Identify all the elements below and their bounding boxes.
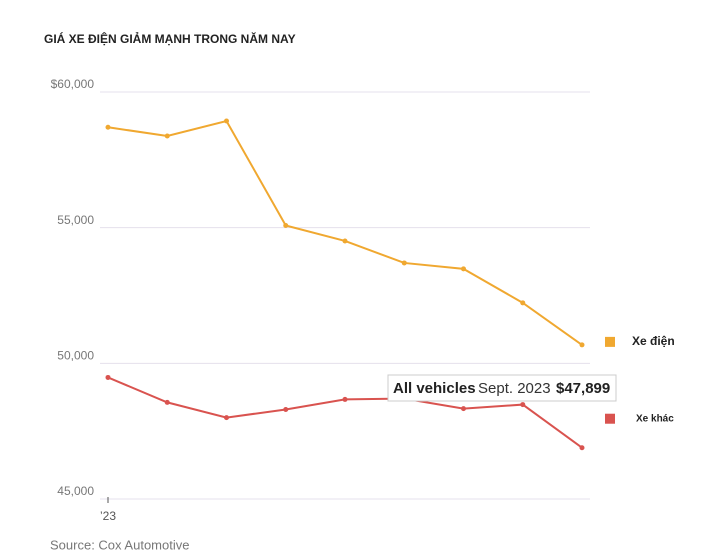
point (164, 133, 170, 139)
point (105, 124, 111, 130)
point (283, 222, 289, 228)
annotation: All vehicles Sept. 2023 $47,899 (387, 374, 617, 402)
point (342, 396, 348, 402)
point (283, 406, 289, 412)
y-tick-label: 50,000 (57, 349, 94, 363)
annotation-date: Sept. 2023 (478, 380, 551, 397)
y-tick-label: $60,000 (51, 77, 95, 91)
x-tick-label: ’23 (100, 509, 116, 523)
annotation-label: All vehicles (393, 380, 476, 397)
point (579, 342, 585, 348)
source: Source: Cox Automotive (50, 537, 189, 552)
point (105, 374, 111, 380)
point (520, 402, 526, 408)
legend-label: Xe khác (636, 413, 674, 424)
point (342, 238, 348, 244)
point (520, 300, 526, 306)
y-tick-label: 55,000 (57, 213, 94, 227)
annotation-box (387, 374, 617, 402)
series-line (107, 119, 583, 346)
legend-swatch (605, 413, 615, 424)
point (579, 445, 585, 451)
point (164, 399, 170, 405)
point (224, 415, 229, 421)
point (224, 118, 229, 124)
legend-label: Xe điện (632, 334, 675, 348)
y-tick-label: 45,000 (57, 484, 94, 498)
legend-swatch (605, 336, 615, 347)
point (461, 406, 466, 412)
chart-title: GIÁ XE ĐIỆN GIẢM MẠNH TRONG NĂM NAY (44, 31, 296, 46)
annotation-value: $47,899 (556, 380, 610, 397)
point (401, 260, 407, 266)
point (461, 266, 466, 272)
